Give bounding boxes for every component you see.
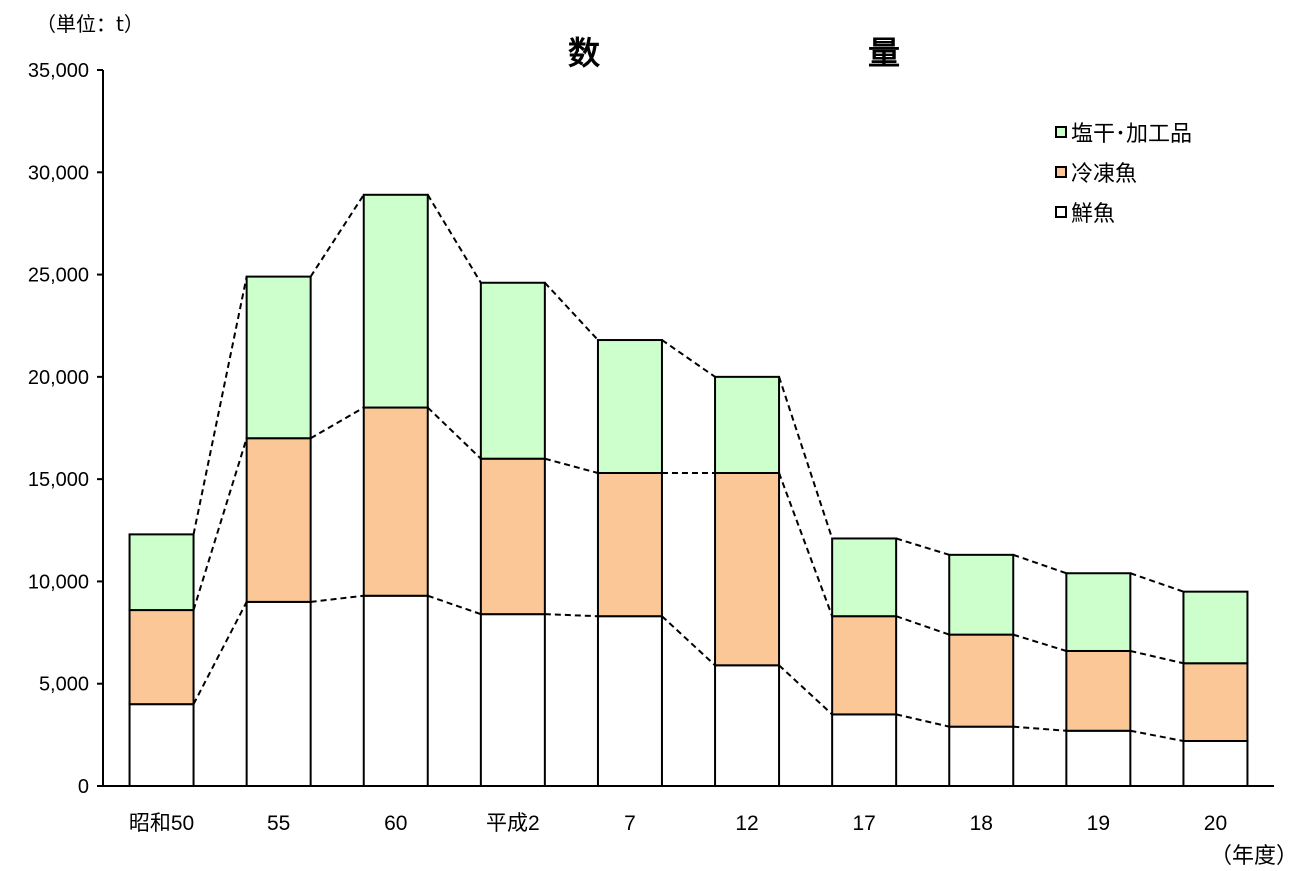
chart-title: 数 量 xyxy=(568,34,1019,72)
bar-segment xyxy=(831,537,898,618)
connector-line xyxy=(427,594,482,616)
bar-segment xyxy=(831,615,898,716)
bar-segment xyxy=(362,193,429,409)
connector-line xyxy=(544,613,598,618)
legend-swatch-processed xyxy=(1055,126,1067,138)
x-tick-label: 7 xyxy=(624,812,636,835)
x-tick-label: 19 xyxy=(1087,812,1110,835)
connector-line xyxy=(778,472,834,617)
y-tick-label: 25,000 xyxy=(28,265,89,287)
bar-segment xyxy=(714,664,781,787)
x-axis-label: （年度） xyxy=(1210,844,1298,869)
legend-item-frozen: 冷凍魚 xyxy=(1055,152,1192,192)
x-tick-label: 17 xyxy=(852,812,875,835)
y-tick-label: 20,000 xyxy=(28,367,89,389)
bar-segment xyxy=(128,703,195,788)
connector-line xyxy=(1130,572,1184,593)
connector-line xyxy=(192,437,248,611)
y-tick-label: 35,000 xyxy=(28,60,89,82)
x-tick-label: 55 xyxy=(267,812,290,835)
bar-segment xyxy=(596,472,663,618)
bar-segment xyxy=(479,457,546,616)
connector-line xyxy=(895,537,950,556)
connector-line xyxy=(426,194,482,284)
connector-line xyxy=(310,406,365,440)
y-tick-label: 10,000 xyxy=(28,571,89,593)
bar-segment xyxy=(1182,662,1249,742)
bar-segment xyxy=(714,472,781,667)
x-tick-label: 20 xyxy=(1204,812,1227,835)
legend: 塩干･加工品 冷凍魚 鮮魚 xyxy=(1055,112,1192,232)
connector-line xyxy=(661,615,716,667)
x-tick-label: 平成2 xyxy=(486,812,540,835)
bar-segment xyxy=(479,613,546,787)
legend-label-processed: 塩干･加工品 xyxy=(1071,122,1193,147)
connector-line xyxy=(1130,729,1184,742)
x-tick-label: 12 xyxy=(735,812,758,835)
connector-line xyxy=(192,601,248,705)
bar-segment xyxy=(1065,729,1132,787)
legend-swatch-frozen xyxy=(1055,166,1067,178)
bar-segment xyxy=(714,375,781,475)
bar-segment xyxy=(479,281,546,460)
connector-line xyxy=(310,594,364,603)
connector-line xyxy=(1130,650,1184,665)
bar-segment xyxy=(1065,572,1132,652)
connector-line xyxy=(778,376,834,539)
connector-line xyxy=(544,282,599,341)
bar-segment xyxy=(362,406,429,597)
legend-item-processed: 塩干･加工品 xyxy=(1055,112,1192,152)
connector-line xyxy=(661,339,716,378)
connector-line xyxy=(1012,633,1067,652)
x-tick-label: 昭和50 xyxy=(129,812,194,835)
unit-label: （単位：t） xyxy=(36,12,144,36)
y-tick-label: 0 xyxy=(78,776,89,798)
x-tick-label: 18 xyxy=(970,812,993,835)
y-tick-label: 30,000 xyxy=(28,162,89,184)
x-tick-label: 60 xyxy=(384,812,407,835)
bar-segment xyxy=(596,339,663,475)
connector-line xyxy=(192,276,248,535)
legend-swatch-fresh xyxy=(1055,206,1067,218)
bar-segment xyxy=(128,609,195,706)
connector-line xyxy=(895,615,950,636)
y-tick-label: 5,000 xyxy=(39,674,89,696)
bar-segment xyxy=(245,275,312,440)
bar-segment xyxy=(1182,590,1249,665)
bar-segment xyxy=(596,615,663,787)
connector-line xyxy=(1012,553,1067,575)
bar-segment xyxy=(948,725,1015,787)
bar-segment xyxy=(362,594,429,788)
connector-line xyxy=(309,194,365,278)
y-tick-label: 15,000 xyxy=(28,469,89,491)
bar-segment xyxy=(245,600,312,788)
connector-line xyxy=(1013,725,1067,732)
connector-line xyxy=(427,406,482,460)
bar-segment xyxy=(948,633,1015,728)
legend-label-fresh: 鮮魚 xyxy=(1071,202,1116,227)
bar-segment xyxy=(1182,739,1249,787)
bar-segment xyxy=(831,713,898,788)
connector-line xyxy=(778,664,833,716)
bar-segment xyxy=(1065,649,1132,732)
connector-line xyxy=(544,457,599,474)
bar-segment xyxy=(128,533,195,612)
legend-item-fresh: 鮮魚 xyxy=(1055,192,1192,232)
connector-line xyxy=(895,713,950,728)
legend-label-frozen: 冷凍魚 xyxy=(1071,162,1138,187)
bar-segment xyxy=(245,437,312,603)
bar-segment xyxy=(948,553,1015,636)
